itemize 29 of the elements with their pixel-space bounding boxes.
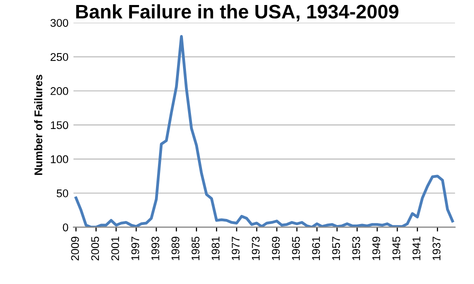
- x-tick-label: 1945: [392, 236, 400, 260]
- x-tick-label: 2001: [111, 236, 120, 260]
- x-tick-label: 1985: [192, 236, 200, 260]
- y-tick-label: 50: [56, 189, 68, 198]
- x-tick-label: 1973: [252, 236, 260, 260]
- y-tick-label: 200: [50, 87, 68, 96]
- x-tick-label: 1953: [352, 236, 360, 260]
- y-tick-label: 100: [50, 155, 68, 164]
- x-tick-label: 1977: [232, 236, 240, 260]
- x-tick-label: 2009: [71, 236, 79, 260]
- x-tick-label: 1969: [272, 236, 280, 260]
- x-tick-label: 1941: [412, 236, 420, 260]
- y-tick-label: 250: [50, 53, 68, 61]
- y-tick-label: 150: [50, 121, 68, 130]
- x-tick-label: 1949: [372, 236, 380, 260]
- line-series: [74, 34, 454, 228]
- y-tick-label: 300: [50, 18, 68, 27]
- x-tick-label: 1965: [292, 236, 300, 260]
- x-tick-label: 1957: [332, 236, 340, 260]
- y-tick-label: 0: [62, 223, 68, 232]
- chart-title: Bank Failure in the USA, 1934-2009: [76, 4, 398, 22]
- x-tick-label: 1989: [172, 236, 180, 260]
- x-tick-label: 1981: [212, 236, 220, 260]
- x-tick-label: 1997: [131, 236, 140, 260]
- y-axis-title: Number of Failures: [34, 74, 42, 175]
- x-tick-label: 1993: [151, 236, 160, 260]
- x-tick-label: 1937: [432, 236, 440, 260]
- x-tick-label: 2005: [91, 236, 100, 260]
- x-tick-label: 1961: [312, 236, 320, 260]
